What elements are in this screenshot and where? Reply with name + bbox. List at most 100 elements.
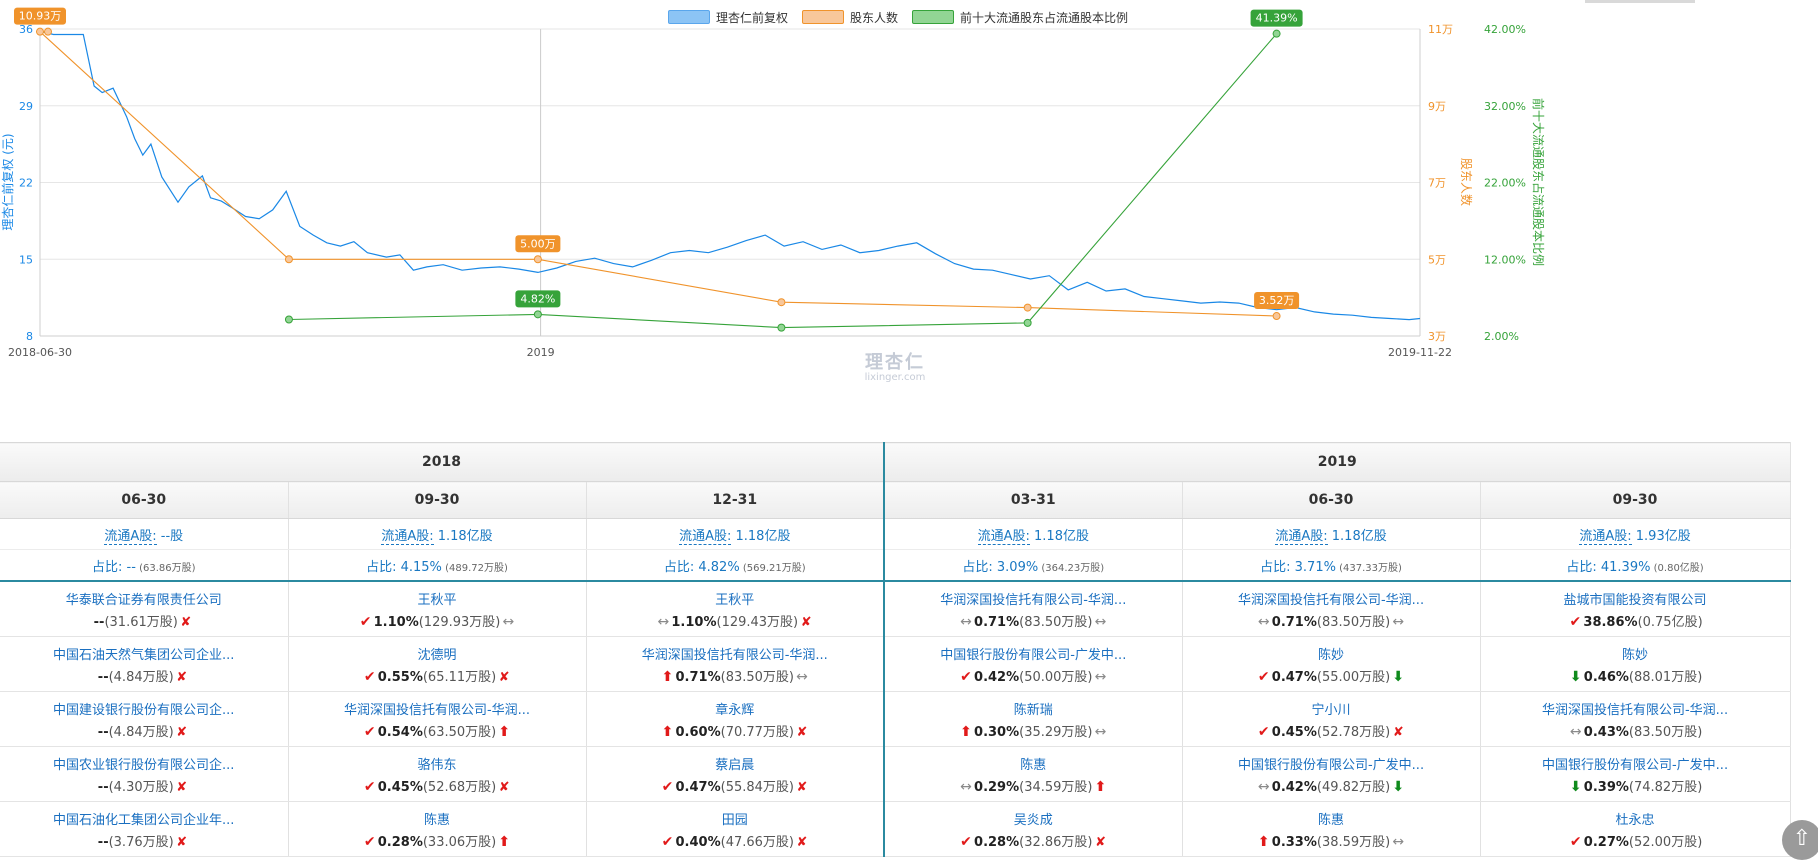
holder-shares: (47.66万股) (720, 834, 794, 850)
holder-name-link[interactable]: 吴炎成 (1013, 812, 1053, 828)
holder-detail: ✔ 0.55%(65.11万股) ✘ (295, 666, 580, 685)
arrow-both-icon: ↔ (1257, 613, 1270, 630)
holder-percent: 0.60% (675, 724, 721, 740)
period-date-header[interactable]: 12-31 (586, 481, 886, 519)
holder-name-link[interactable]: 中国石油天然气集团公司企业... (53, 647, 235, 663)
holder-name-link[interactable]: 沈德明 (417, 647, 457, 663)
float-shares-value: 1.18亿股 (1331, 528, 1387, 544)
check-icon: ✔ (363, 723, 376, 740)
table-row: 华泰联合证券有限责任公司 --(31.61万股) ✘ 王秋平 ✔ 1.10%(129.93… (0, 581, 1791, 637)
holders-point (1272, 312, 1281, 321)
holder-name-link[interactable]: 陈妙 (1318, 647, 1345, 663)
period-date-header[interactable]: 06-30 (0, 481, 289, 519)
period-date-header[interactable]: 09-30 (288, 481, 587, 519)
ratio-label: 占比: (1260, 559, 1291, 575)
arrow-down-icon: ⬇ (1569, 778, 1582, 795)
holder-name-link[interactable]: 陈惠 (423, 812, 450, 828)
holder-name-link[interactable]: 华润深国投信托有限公司-华润... (641, 647, 828, 663)
holder-name-link[interactable]: 陈妙 (1622, 647, 1649, 663)
holder-name-link[interactable]: 中国银行股份有限公司-广发中... (940, 647, 1127, 663)
float-shares-value: --股 (160, 528, 184, 544)
holder-name-link[interactable]: 宁小川 (1311, 702, 1351, 718)
holder-name-link[interactable]: 王秋平 (715, 592, 755, 608)
legend-item-price[interactable]: 理杏仁前复权 (668, 9, 788, 26)
holder-percent: 0.47% (675, 779, 721, 795)
holder-percent: 0.28% (974, 834, 1020, 850)
holder-cell: 杜永忠 ✔ 0.27%(52.00万股) (1480, 801, 1791, 857)
float-shares-label[interactable]: 流通A股: (1579, 528, 1632, 545)
period-date-header[interactable]: 06-30 (1182, 481, 1481, 519)
cross-icon: ✘ (176, 834, 188, 850)
table-row: 中国建设银行股份有限公司企... --(4.84万股) ✘ 华润深国投信托有限公司-华… (0, 691, 1791, 747)
holder-percent: 38.86% (1583, 614, 1638, 630)
holder-shares: (52.00万股) (1628, 834, 1703, 850)
ratio-shares: (364.23万股) (1041, 562, 1105, 574)
float-shares-label[interactable]: 流通A股: (381, 528, 434, 545)
holder-percent: 0.54% (377, 724, 423, 740)
top10-holders-table: 2018 2019 06-30 09-30 12-31 03-31 06-30 09-30 … (0, 442, 1791, 857)
ratio-shares: (0.80亿股) (1653, 562, 1704, 574)
holder-detail: ⬆ 0.30%(35.29万股) ↔ (891, 721, 1176, 740)
data-label: 10.93万 (19, 10, 62, 23)
period-date-header[interactable]: 03-31 (884, 481, 1183, 519)
legend-item-holders[interactable]: 股东人数 (802, 9, 898, 26)
holder-name-link[interactable]: 骆伟东 (417, 757, 457, 773)
cross-icon: ✘ (796, 779, 808, 795)
holder-shares: (52.78万股) (1316, 724, 1391, 740)
y-tick-left: 8 (26, 330, 33, 343)
holder-name-link[interactable]: 中国建设银行股份有限公司企... (53, 702, 235, 718)
holder-name-link[interactable]: 陈新瑞 (1013, 702, 1053, 718)
holder-shares: (38.59万股) (1316, 834, 1391, 850)
ratio-value: 4.82% (698, 559, 740, 575)
holder-shares: (49.82万股) (1316, 779, 1391, 795)
holder-cell: 陈妙 ⬇ 0.46%(88.01万股) (1480, 636, 1791, 692)
chart-container: 36 29 22 15 8 11万 9万 7万 5万 3万 42.00% 32.00% 22.00% 12… (0, 7, 1546, 383)
holder-percent: 0.43% (1583, 724, 1629, 740)
float-shares-label[interactable]: 流通A股: (1275, 528, 1328, 545)
x-tick-label: 2019-11-22 (1388, 346, 1452, 359)
holder-name-link[interactable]: 华润深国投信托有限公司-华润... (940, 592, 1127, 608)
holder-detail: ✔ 0.45%(52.68万股) ✘ (295, 776, 580, 795)
holder-shares: (88.01万股) (1628, 669, 1703, 685)
period-date-header[interactable]: 09-30 (1480, 481, 1791, 519)
holder-name-link[interactable]: 中国银行股份有限公司-广发中... (1541, 757, 1729, 773)
holder-name-link[interactable]: 陈惠 (1020, 757, 1047, 773)
holder-name-link[interactable]: 中国农业银行股份有限公司企... (53, 757, 235, 773)
holder-name-link[interactable]: 中国银行股份有限公司-广发中... (1237, 757, 1425, 773)
holder-name-link[interactable]: 陈惠 (1318, 812, 1345, 828)
float-shares-label[interactable]: 流通A股: (977, 528, 1030, 545)
scroll-to-top-button[interactable]: ⇧ (1782, 820, 1818, 860)
y-tick-left: 15 (19, 253, 33, 266)
float-shares-label[interactable]: 流通A股: (679, 528, 732, 545)
float-shares-label[interactable]: 流通A股: (104, 528, 157, 545)
holder-name-link[interactable]: 杜永忠 (1615, 812, 1655, 828)
holder-name-link[interactable]: 华润深国投信托有限公司-华润... (1237, 592, 1425, 608)
arrow-both-icon: ↔ (960, 778, 972, 795)
holder-cell: 沈德明 ✔ 0.55%(65.11万股) ✘ (288, 636, 587, 692)
holders-point (284, 255, 293, 264)
holder-cell: 中国银行股份有限公司-广发中... ✔ 0.42%(50.00万股) ↔ (884, 636, 1183, 692)
holder-name-link[interactable]: 蔡启晨 (715, 757, 755, 773)
holder-detail: --(4.84万股) ✘ (6, 721, 282, 740)
holder-name-link[interactable]: 中国石油化工集团公司企业年... (53, 812, 235, 828)
holder-name-link[interactable]: 华润深国投信托有限公司-华润... (343, 702, 531, 718)
data-label: 41.39% (1256, 12, 1298, 25)
y-tick-right1: 9万 (1428, 100, 1446, 113)
holder-name-link[interactable]: 华泰联合证券有限责任公司 (65, 592, 222, 608)
holder-name-link[interactable]: 王秋平 (417, 592, 457, 608)
float-shares-value: 1.93亿股 (1635, 528, 1691, 544)
arrow-up-icon: ⬆ (1257, 833, 1270, 850)
holder-detail: ✔ 38.86%(0.75亿股) (1487, 611, 1784, 630)
holder-name-link[interactable]: 华润深国投信托有限公司-华润... (1541, 702, 1729, 718)
legend-item-top10[interactable]: 前十大流通股东占流通股本比例 (912, 9, 1128, 26)
holder-name-link[interactable]: 章永辉 (715, 702, 755, 718)
legend-swatch-price (668, 10, 710, 24)
data-label-bg (1254, 292, 1300, 310)
cross-icon: ✘ (800, 614, 812, 630)
holder-percent: 0.30% (974, 724, 1020, 740)
holder-shares: (63.50万股) (422, 724, 497, 740)
holder-name-link[interactable]: 盐城市国能投资有限公司 (1563, 592, 1707, 608)
y-axis-title-left: 理杏仁前复权 (元) (0, 133, 15, 230)
holder-name-link[interactable]: 田园 (721, 812, 748, 828)
date-header-row: 06-30 09-30 12-31 03-31 06-30 09-30 (0, 481, 1791, 519)
